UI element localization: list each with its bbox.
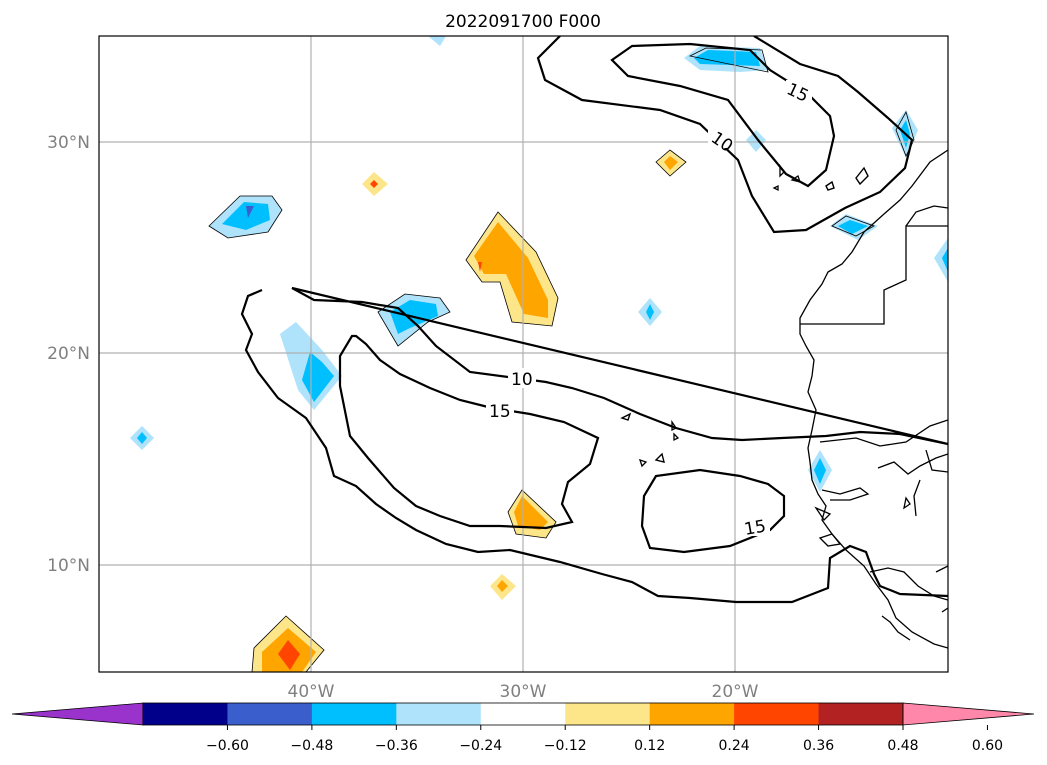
colorbar-tick-label: 0.24 — [719, 738, 750, 754]
colorbar-tick-label: 0.36 — [803, 738, 834, 754]
pos-patch-small-1-core — [370, 180, 378, 188]
map-panel: 10 15 10 15 15 — [99, 36, 948, 672]
neg-patch-west-1-dark — [246, 206, 254, 218]
colorbar-tick-label: −0.12 — [544, 738, 587, 754]
lon-label: 40°W — [288, 682, 335, 702]
colorbar-tick-label: −0.48 — [290, 738, 333, 754]
coastlines — [638, 149, 948, 649]
colorbar-bin — [143, 703, 228, 725]
neg-patch-far-west-core — [137, 432, 147, 444]
lat-label: 10°N — [47, 556, 90, 576]
colorbar-bin — [480, 703, 566, 725]
neg-patch-small-2 — [746, 130, 766, 152]
neg-patch-west-2-core — [302, 352, 334, 402]
colorbar-bin — [565, 703, 651, 725]
neg-patch-east-edge-core — [942, 248, 948, 272]
colorbar-ticks: −0.60 −0.48 −0.36 −0.24 −0.12 0.12 0.24 0.36 0.4… — [206, 725, 1003, 754]
colorbar-tick-label: 0.12 — [634, 738, 665, 754]
colorbar-frame — [142, 702, 904, 726]
colorbar-bin — [227, 703, 313, 725]
neg-patch-senegal-core — [814, 458, 826, 484]
colorbar-over-triangle — [902, 702, 1035, 726]
neg-patch-canaries-core — [838, 220, 868, 234]
patch-outlines — [208, 47, 915, 672]
neg-patch-west-1-core — [222, 202, 270, 230]
longitude-labels: 40°W 30°W 20°W — [288, 682, 759, 702]
contour-label: 15 — [743, 516, 768, 539]
colorbar-bin — [818, 703, 904, 725]
colorbar-bin — [396, 703, 482, 725]
lon-label: 20°W — [712, 682, 759, 702]
neg-patch-topleft — [428, 36, 446, 46]
graticule — [99, 36, 948, 672]
contour-label-group: 10 15 10 15 15 — [486, 79, 812, 540]
colorbar-tick-label: 0.48 — [887, 738, 918, 754]
colorbar-tick-label: −0.24 — [459, 738, 502, 754]
lon-label: 30°W — [500, 682, 547, 702]
pos-patch-central-core — [474, 222, 548, 318]
colorbar-bin — [311, 703, 397, 725]
lat-label: 30°N — [47, 133, 90, 153]
contour-10-central — [240, 286, 948, 604]
positive-anomaly-patches — [252, 150, 686, 672]
colorbar: −0.60 −0.48 −0.36 −0.24 −0.12 0.12 0.24 0.36 0.4… — [11, 702, 1035, 754]
pos-patch-small-3-core — [497, 580, 508, 592]
contour-label: 15 — [489, 402, 511, 422]
neg-patch-east-edge — [934, 238, 948, 282]
pos-patch-central-high — [478, 262, 482, 272]
colorbar-bins — [143, 703, 904, 725]
contour-label: 10 — [511, 370, 533, 390]
colorbar-bin — [649, 703, 735, 725]
colorbar-tick-label: −0.36 — [375, 738, 418, 754]
map-frame — [98, 35, 949, 673]
colorbar-tick-label: −0.60 — [206, 738, 249, 754]
lat-label: 20°N — [47, 344, 90, 364]
negative-anomaly-patches — [130, 36, 948, 492]
contour-10-north — [536, 36, 914, 234]
pos-patch-small-2-core — [664, 156, 678, 170]
figure-title: 2022091700 F000 — [445, 12, 601, 32]
pos-patch-bottom-high — [278, 640, 300, 670]
colorbar-bin — [734, 703, 820, 725]
contour-15-central — [338, 334, 600, 530]
contour-15-north — [610, 42, 836, 188]
colorbar-tick-label: 0.60 — [972, 738, 1003, 754]
latitude-labels: 30°N 20°N 10°N — [47, 133, 90, 576]
neg-patch-small-1-core — [646, 304, 654, 320]
colorbar-under-triangle — [11, 702, 144, 726]
neg-patch-north-top-core — [694, 50, 760, 66]
